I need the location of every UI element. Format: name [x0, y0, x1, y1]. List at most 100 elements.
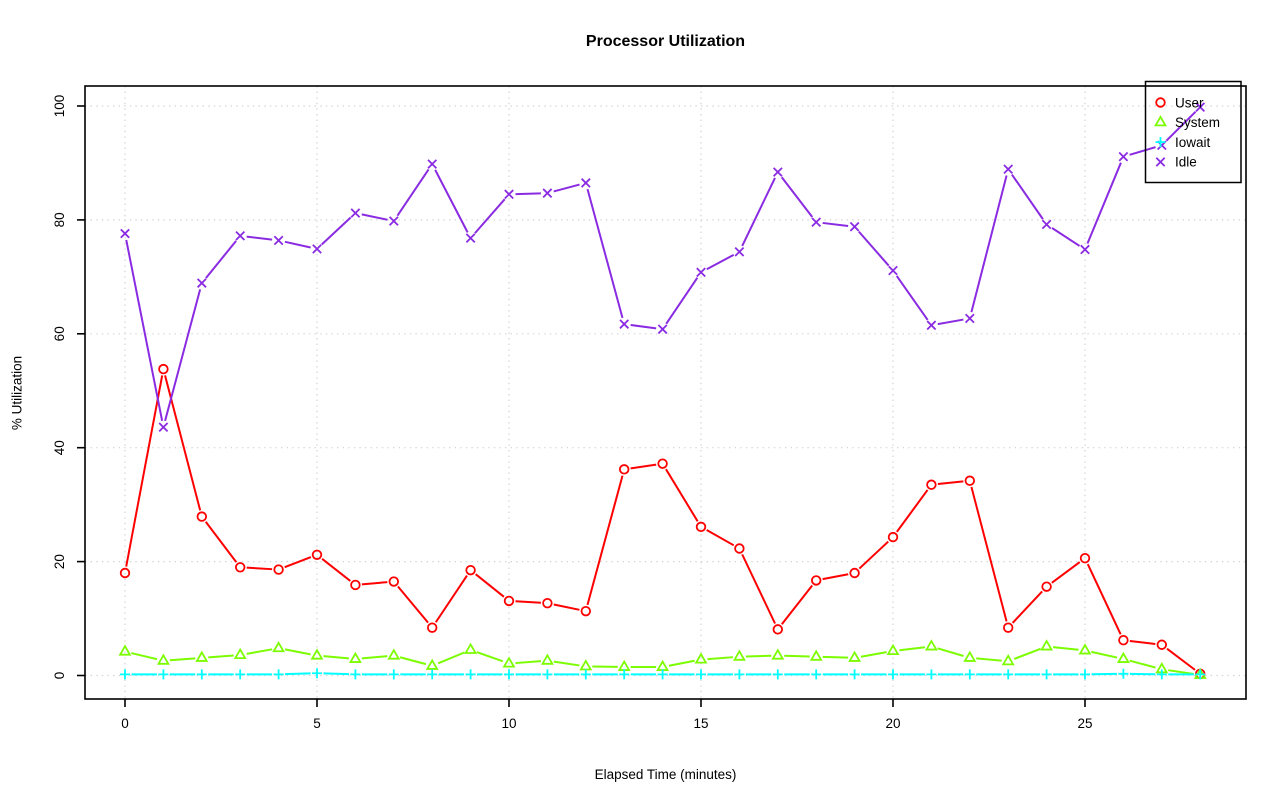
series-segment — [205, 240, 237, 279]
data-point-system — [118, 644, 132, 656]
series-segment — [1013, 647, 1041, 660]
data-point-idle — [388, 216, 399, 226]
series-iowait — [120, 668, 1206, 680]
data-point-user — [1003, 622, 1014, 633]
series-segment — [970, 486, 1008, 622]
y-tick-label: 60 — [52, 326, 67, 341]
data-point-system — [1040, 639, 1054, 651]
data-point-idle — [1118, 151, 1129, 162]
x-tick-label: 25 — [1077, 716, 1092, 731]
series-segment — [246, 566, 273, 571]
data-point-user — [849, 567, 860, 579]
data-point-system — [732, 649, 746, 661]
data-point-idle — [465, 233, 476, 243]
series-segment — [937, 480, 964, 486]
series-segment — [1129, 659, 1156, 669]
series-segment — [285, 672, 311, 676]
data-point-iowait — [734, 669, 745, 680]
series-segment — [1052, 646, 1079, 651]
series-segment — [434, 574, 468, 623]
data-point-system — [348, 651, 362, 663]
data-point-user — [772, 624, 783, 635]
series-segment — [858, 540, 889, 570]
series-segment — [1011, 590, 1043, 624]
series-segment — [784, 654, 810, 658]
data-point-user — [388, 576, 399, 587]
data-point-idle — [964, 313, 975, 324]
data-point-idle — [1041, 219, 1052, 230]
series-segment — [822, 573, 849, 581]
series-segment — [899, 646, 926, 652]
data-point-idle — [273, 235, 284, 246]
series-segment — [434, 169, 469, 233]
data-point-system — [848, 650, 862, 662]
series-segment — [1051, 561, 1081, 584]
data-point-user — [196, 511, 208, 522]
data-point-system — [1078, 643, 1092, 655]
data-point-system — [694, 652, 708, 664]
data-point-user — [234, 562, 246, 573]
data-point-idle — [196, 278, 207, 288]
series-segment — [476, 651, 504, 663]
chart-title: Processor Utilization — [585, 33, 746, 50]
legend-item-system: System — [1154, 115, 1220, 130]
series-segment — [361, 655, 388, 660]
legend-triangle-icon — [1154, 115, 1167, 127]
data-point-user — [311, 549, 323, 560]
data-point-user — [542, 597, 553, 609]
x-tick-label: 10 — [501, 716, 516, 731]
series-segment — [284, 240, 311, 249]
x-tick-label: 20 — [885, 716, 900, 731]
data-point-idle — [580, 178, 591, 188]
series-segment — [164, 289, 202, 422]
series-segment — [1129, 146, 1156, 156]
series-segment — [208, 654, 234, 659]
data-point-system — [617, 659, 631, 671]
series-segment — [246, 648, 273, 655]
data-point-system — [656, 659, 670, 671]
data-point-system — [1001, 654, 1015, 666]
series-segment — [665, 277, 699, 325]
x-tick-label: 5 — [313, 716, 321, 731]
legend-label: User — [1175, 95, 1204, 110]
data-point-iowait — [1003, 669, 1014, 680]
data-point-iowait — [542, 669, 553, 680]
series-segment — [1086, 563, 1122, 635]
series-segment — [323, 655, 350, 660]
data-point-user — [926, 479, 937, 490]
series-segment — [125, 239, 164, 422]
data-point-idle — [926, 320, 937, 331]
series-segment — [780, 176, 814, 218]
series-segment — [321, 216, 352, 246]
data-point-iowait — [504, 669, 514, 680]
data-point-user — [695, 521, 707, 533]
series-segment — [630, 323, 657, 330]
data-point-idle — [120, 228, 130, 239]
data-point-idle — [312, 244, 322, 254]
x-axis-title: Elapsed Time (minutes) — [594, 767, 737, 782]
data-point-system — [502, 656, 516, 668]
series-system — [118, 639, 1207, 679]
plot-border — [84, 85, 1247, 700]
data-point-user — [964, 475, 975, 486]
data-point-system — [1116, 651, 1130, 663]
series-segment — [246, 235, 273, 241]
data-point-user — [1079, 552, 1091, 564]
series-segment — [397, 585, 429, 624]
data-point-idle — [1195, 102, 1206, 112]
data-point-iowait — [619, 669, 630, 680]
data-point-user — [1156, 639, 1168, 650]
data-point-system — [387, 648, 401, 660]
data-point-idle — [734, 246, 745, 257]
data-point-iowait — [235, 669, 246, 680]
data-point-iowait — [696, 669, 706, 680]
series-segment — [1091, 650, 1118, 659]
series-segment — [553, 183, 580, 193]
y-tick-label: 40 — [52, 440, 67, 455]
data-point-iowait — [580, 669, 591, 680]
y-tick-label: 100 — [52, 95, 67, 118]
legend-label: Iowait — [1175, 135, 1211, 150]
series-idle — [120, 102, 1206, 433]
data-point-iowait — [388, 669, 399, 680]
